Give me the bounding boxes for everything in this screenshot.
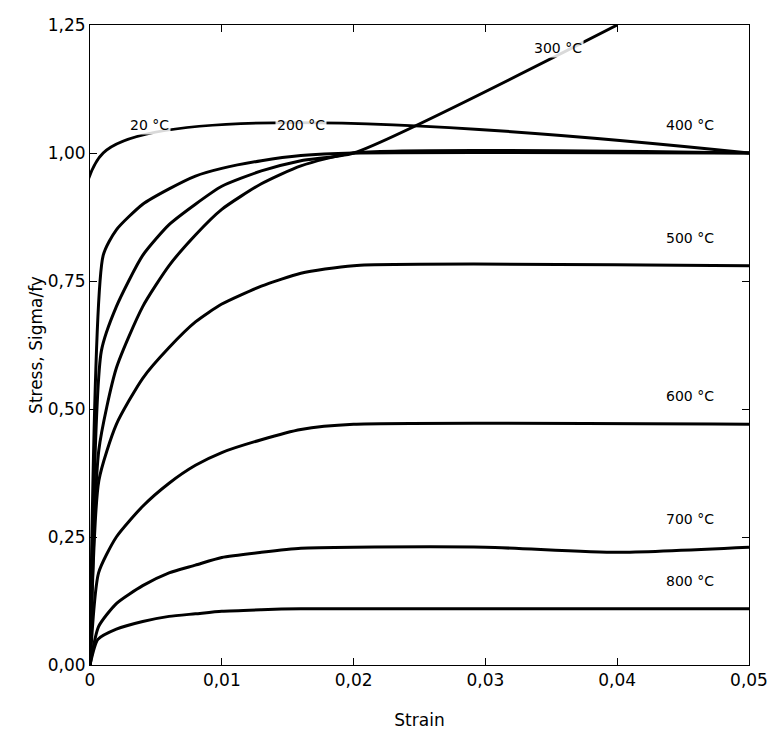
svg-text:0,04: 0,04 xyxy=(598,670,636,690)
svg-text:400 °C: 400 °C xyxy=(666,117,714,133)
svg-text:0: 0 xyxy=(85,670,96,690)
svg-text:0,25: 0,25 xyxy=(48,527,86,547)
svg-text:300 °C: 300 °C xyxy=(534,40,582,56)
svg-text:0,02: 0,02 xyxy=(335,670,373,690)
svg-text:0,05: 0,05 xyxy=(730,670,768,690)
svg-text:0,50: 0,50 xyxy=(48,399,86,419)
svg-text:600 °C: 600 °C xyxy=(666,388,714,404)
svg-text:Strain: Strain xyxy=(394,710,444,730)
svg-text:20 °C: 20 °C xyxy=(130,117,169,133)
svg-text:800 °C: 800 °C xyxy=(666,573,714,589)
svg-text:0,01: 0,01 xyxy=(203,670,241,690)
svg-text:0,75: 0,75 xyxy=(48,271,86,291)
svg-text:500 °C: 500 °C xyxy=(666,230,714,246)
svg-text:0,03: 0,03 xyxy=(466,670,504,690)
svg-text:Stress, Sigma/fy: Stress, Sigma/fy xyxy=(26,276,46,414)
svg-text:0,00: 0,00 xyxy=(48,655,86,675)
svg-text:200 °C: 200 °C xyxy=(277,117,325,133)
svg-text:1,25: 1,25 xyxy=(48,15,86,35)
svg-text:1,00: 1,00 xyxy=(48,143,86,163)
svg-text:700 °C: 700 °C xyxy=(666,511,714,527)
